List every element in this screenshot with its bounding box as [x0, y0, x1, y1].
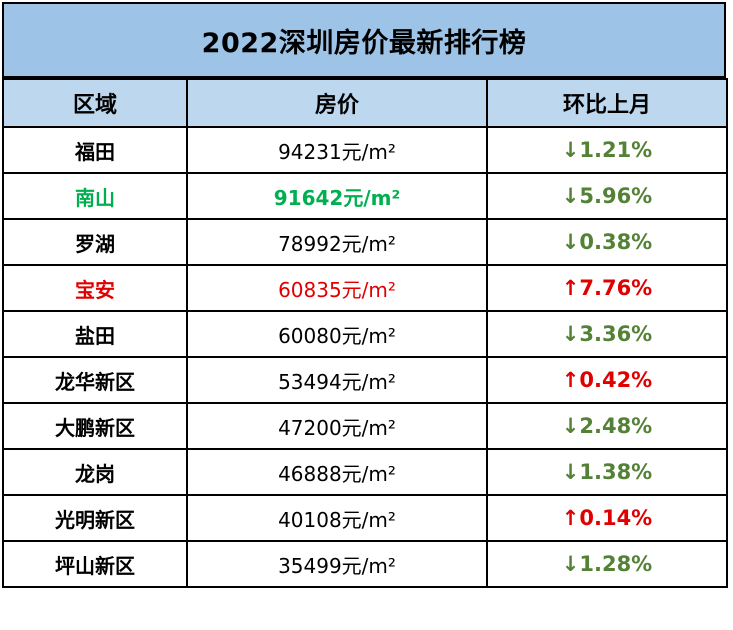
table-row: 罗湖 78992元/m² ↓0.38%	[2, 218, 728, 266]
district-cell: 光明新区	[2, 494, 188, 542]
district-cell: 南山	[2, 172, 188, 220]
change-cell: ↑7.76%	[486, 264, 728, 312]
district-cell: 宝安	[2, 264, 188, 312]
district-cell: 坪山新区	[2, 540, 188, 588]
table-row: 大鹏新区 47200元/m² ↓2.48%	[2, 402, 728, 450]
district-cell: 龙华新区	[2, 356, 188, 404]
table-title: 2022深圳房价最新排行榜	[2, 2, 726, 78]
change-cell: ↑0.42%	[486, 356, 728, 404]
change-cell: ↓1.28%	[486, 540, 728, 588]
header-change: 环比上月	[486, 78, 728, 128]
table-row: 龙华新区 53494元/m² ↑0.42%	[2, 356, 728, 404]
change-cell: ↓1.38%	[486, 448, 728, 496]
price-cell: 46888元/m²	[186, 448, 488, 496]
price-cell: 78992元/m²	[186, 218, 488, 266]
district-cell: 罗湖	[2, 218, 188, 266]
change-cell: ↓1.21%	[486, 126, 728, 174]
change-cell: ↓3.36%	[486, 310, 728, 358]
price-cell: 60835元/m²	[186, 264, 488, 312]
price-cell: 94231元/m²	[186, 126, 488, 174]
price-cell: 60080元/m²	[186, 310, 488, 358]
header-district: 区域	[2, 78, 188, 128]
table-row: 坪山新区 35499元/m² ↓1.28%	[2, 540, 728, 588]
price-cell: 53494元/m²	[186, 356, 488, 404]
district-cell: 大鹏新区	[2, 402, 188, 450]
table-row: 南山 91642元/m² ↓5.96%	[2, 172, 728, 220]
table-row: 龙岗 46888元/m² ↓1.38%	[2, 448, 728, 496]
change-cell: ↑0.14%	[486, 494, 728, 542]
price-cell: 47200元/m²	[186, 402, 488, 450]
table-row: 盐田 60080元/m² ↓3.36%	[2, 310, 728, 358]
table-row: 光明新区 40108元/m² ↑0.14%	[2, 494, 728, 542]
price-cell: 40108元/m²	[186, 494, 488, 542]
header-price: 房价	[186, 78, 488, 128]
district-cell: 龙岗	[2, 448, 188, 496]
ranking-table: 区域 房价 环比上月 福田 94231元/m² ↓1.21% 南山 91642元/m² ↓…	[2, 78, 728, 588]
header-row: 区域 房价 环比上月	[2, 78, 728, 128]
table-row: 福田 94231元/m² ↓1.21%	[2, 126, 728, 174]
price-cell: 91642元/m²	[186, 172, 488, 220]
district-cell: 盐田	[2, 310, 188, 358]
change-cell: ↓5.96%	[486, 172, 728, 220]
table-row: 宝安 60835元/m² ↑7.76%	[2, 264, 728, 312]
change-cell: ↓2.48%	[486, 402, 728, 450]
district-cell: 福田	[2, 126, 188, 174]
price-cell: 35499元/m²	[186, 540, 488, 588]
change-cell: ↓0.38%	[486, 218, 728, 266]
